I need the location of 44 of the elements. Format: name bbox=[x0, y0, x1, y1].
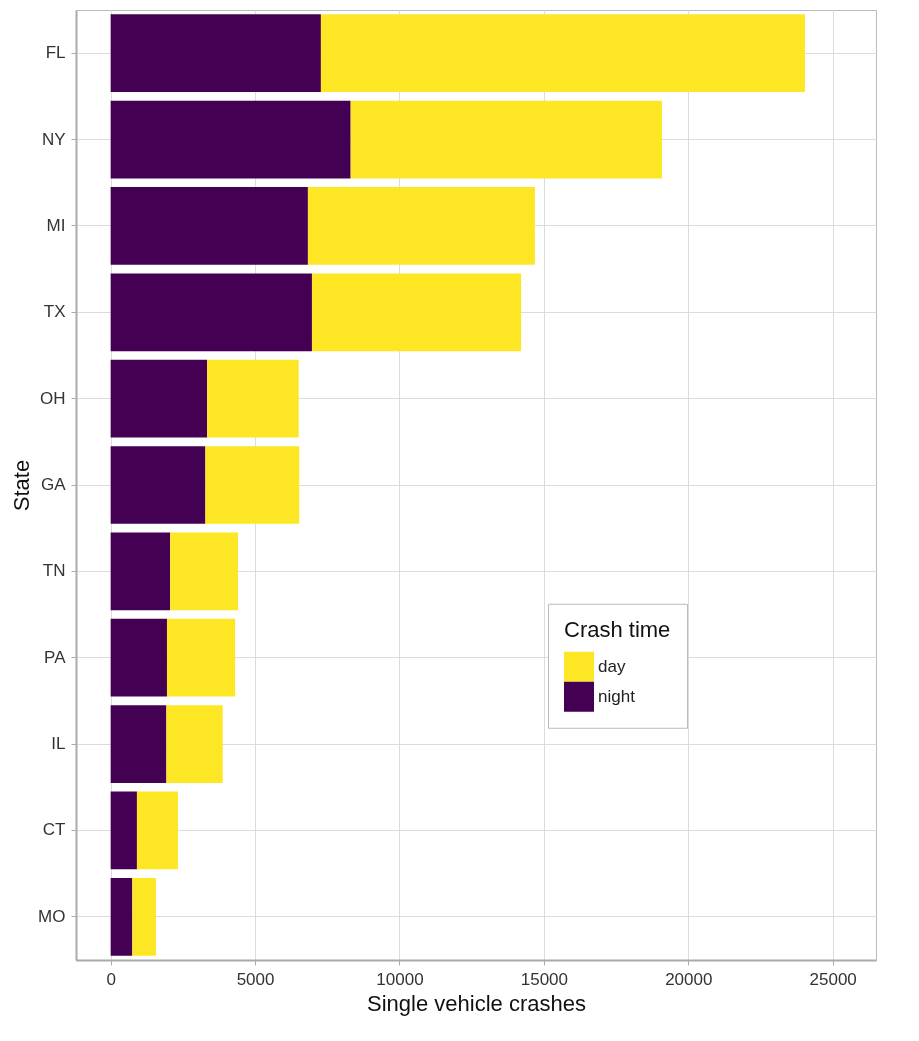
legend-title: Crash time bbox=[564, 616, 671, 642]
y-tick-label: MO bbox=[38, 906, 66, 926]
bar bbox=[110, 705, 167, 783]
bar bbox=[110, 446, 206, 524]
bar bbox=[110, 532, 171, 611]
legend-label: night bbox=[598, 686, 636, 706]
bar bbox=[110, 187, 308, 265]
y-tick-label: GA bbox=[40, 475, 67, 494]
bar bbox=[132, 877, 156, 956]
x-tick-label: 15000 bbox=[520, 969, 569, 989]
y-tick-label: PA bbox=[44, 647, 67, 667]
bar bbox=[110, 273, 312, 352]
bar bbox=[166, 705, 223, 783]
x-tick-label: 10000 bbox=[376, 969, 424, 989]
bar bbox=[307, 187, 535, 265]
y-tick-label: IL bbox=[51, 734, 66, 754]
bar bbox=[350, 100, 662, 179]
bar bbox=[110, 14, 321, 93]
bar bbox=[207, 359, 299, 438]
y-tick-label: TX bbox=[43, 302, 66, 322]
bar bbox=[110, 100, 351, 179]
bar bbox=[320, 14, 805, 93]
y-tick-label: CT bbox=[42, 820, 66, 840]
bar bbox=[110, 359, 208, 438]
y-tick-label: OH bbox=[40, 388, 66, 408]
x-tick-label: 0 bbox=[106, 969, 116, 989]
legend-label: day bbox=[598, 656, 626, 676]
bar bbox=[311, 273, 522, 352]
bar bbox=[110, 877, 133, 956]
x-tick-label: 20000 bbox=[665, 969, 713, 989]
x-tick-label: 5000 bbox=[236, 969, 275, 989]
y-axis-title: State bbox=[9, 459, 35, 512]
bar bbox=[166, 618, 236, 697]
bar bbox=[170, 532, 239, 611]
x-axis-title: Single vehicle crashes bbox=[367, 990, 586, 1016]
y-tick-label: MI bbox=[46, 215, 66, 235]
y-tick-label: TN bbox=[42, 561, 66, 581]
bar bbox=[136, 791, 178, 870]
x-tick-label: 25000 bbox=[809, 969, 857, 989]
y-tick-label: FL bbox=[45, 43, 66, 63]
y-tick-label: NY bbox=[41, 129, 66, 149]
bar bbox=[110, 618, 167, 697]
bar bbox=[205, 446, 300, 524]
bar bbox=[110, 791, 137, 870]
